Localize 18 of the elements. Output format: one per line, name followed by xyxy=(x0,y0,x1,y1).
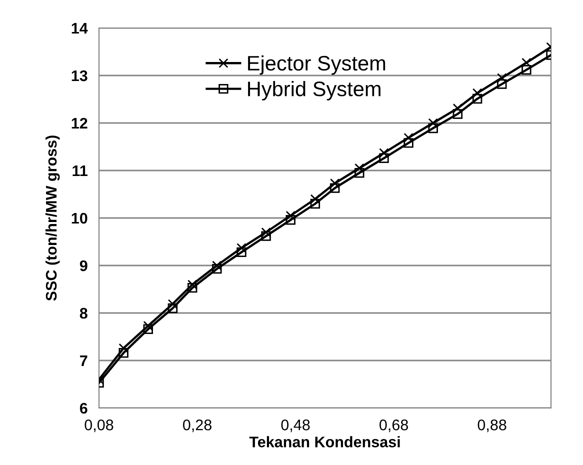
y-tick-label: 7 xyxy=(80,356,88,366)
legend-label: Hybrid System xyxy=(248,81,380,100)
legend-label: Ejector System xyxy=(248,55,386,75)
y-tick-label: 14 xyxy=(72,23,88,34)
x-axis-title: Tekanan Kondensasi xyxy=(249,436,400,448)
x-tick-label: 0,48 xyxy=(281,420,310,432)
y-tick-label: 12 xyxy=(72,118,88,129)
y-axis-title: SSC (ton/hr/MW gross) xyxy=(45,136,60,301)
y-tick-label: 6 xyxy=(80,402,88,414)
x-tick-label: 0,08 xyxy=(84,420,114,432)
y-tick-label: 9 xyxy=(80,260,88,272)
y-tick-label: 10 xyxy=(72,212,88,224)
y-tick-label: 11 xyxy=(72,166,88,176)
x-tick-label: 0,28 xyxy=(182,420,212,432)
x-tick-label: 0,68 xyxy=(380,420,408,432)
y-tick-label: 8 xyxy=(80,308,88,319)
x-tick-label: 0,88 xyxy=(478,420,506,432)
y-tick-label: 13 xyxy=(72,70,88,82)
